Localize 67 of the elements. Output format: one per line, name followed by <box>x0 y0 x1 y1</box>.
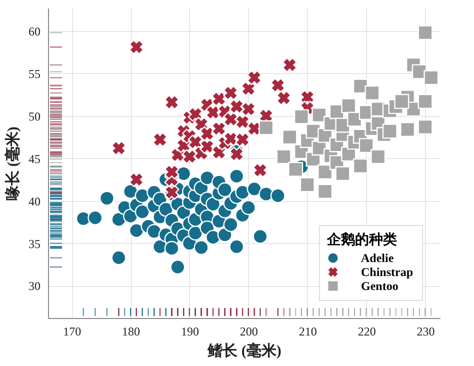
point <box>276 149 292 164</box>
point <box>128 40 144 55</box>
point <box>111 140 126 156</box>
x-tick-label: 170 <box>63 324 82 338</box>
legend-label: Adelie <box>361 251 394 265</box>
point <box>211 121 226 136</box>
y-tick-label: 50 <box>28 109 40 124</box>
y-tick-label: 40 <box>28 194 40 208</box>
point <box>335 166 350 182</box>
point <box>164 164 180 180</box>
x-axis-title: 鳍长 (毫米) <box>206 342 282 360</box>
point <box>418 94 433 109</box>
point <box>223 85 238 100</box>
point <box>358 138 374 154</box>
x-tick-label: 180 <box>122 324 140 338</box>
point <box>318 164 333 180</box>
y-tick-label: 60 <box>28 24 40 38</box>
point <box>341 98 356 114</box>
point <box>164 94 180 110</box>
point <box>252 162 268 178</box>
legend-label: Chinstrap <box>361 265 414 279</box>
point <box>223 131 238 146</box>
x-tick-label: 210 <box>298 324 317 338</box>
point <box>424 70 439 86</box>
point <box>294 109 309 124</box>
y-tick-label: 45 <box>28 152 40 166</box>
point <box>370 149 386 164</box>
point <box>282 130 298 145</box>
point <box>240 81 256 96</box>
point <box>276 90 292 106</box>
point <box>300 177 315 192</box>
point <box>246 70 262 86</box>
point <box>128 172 144 188</box>
point <box>394 94 410 109</box>
point <box>240 102 256 117</box>
point <box>364 85 380 100</box>
point <box>258 120 274 136</box>
x-tick-label: 220 <box>358 324 376 338</box>
point <box>235 114 250 130</box>
legend-title: 企鹅的种类 <box>326 232 397 248</box>
x-tick-label: 200 <box>240 324 258 338</box>
point <box>418 119 433 134</box>
point <box>152 132 168 148</box>
point <box>288 162 304 177</box>
y-tick-label: 35 <box>28 236 40 251</box>
point <box>182 149 197 164</box>
point <box>200 126 215 142</box>
point <box>270 78 286 93</box>
point <box>382 124 398 139</box>
point <box>400 122 416 137</box>
legend-label: Gentoo <box>361 279 398 293</box>
point <box>352 158 368 174</box>
point <box>229 146 244 162</box>
point <box>188 106 203 122</box>
point <box>223 112 238 127</box>
point <box>418 25 433 40</box>
y-tick-label: 55 <box>28 66 40 81</box>
point <box>211 91 226 106</box>
y-tick-label: 30 <box>28 279 40 294</box>
point <box>229 99 244 114</box>
point <box>235 132 250 148</box>
point <box>282 57 298 72</box>
x-tick-label: 230 <box>416 324 435 338</box>
point <box>312 108 327 123</box>
point <box>318 184 333 199</box>
y-axis-title: 喙长 (毫米) <box>4 126 22 200</box>
x-tick-label: 190 <box>180 324 199 338</box>
